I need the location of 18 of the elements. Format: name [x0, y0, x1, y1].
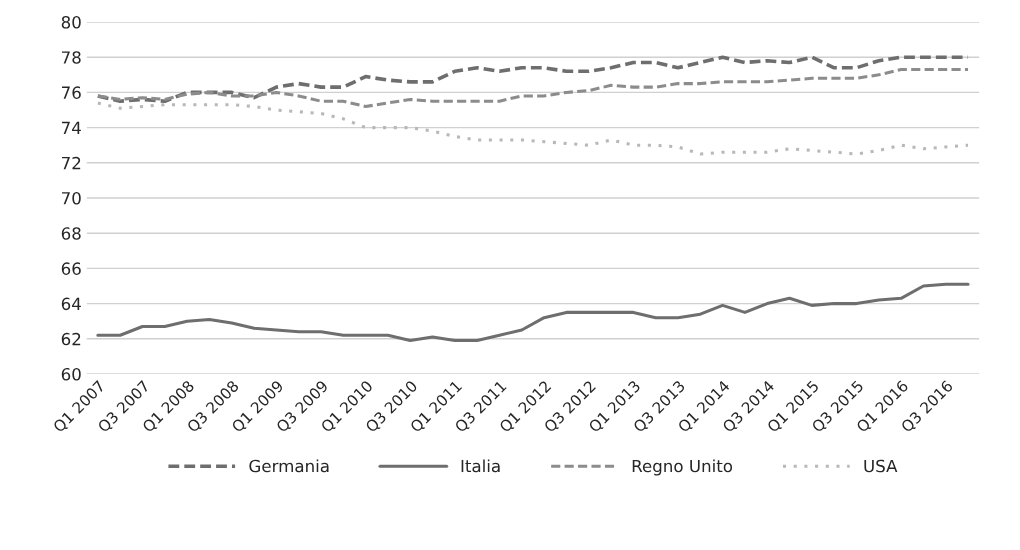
y-tick-label: 60 — [61, 367, 81, 381]
y-tick-label: 74 — [62, 121, 81, 134]
y-tick-label: 68 — [61, 227, 81, 240]
y-tick-label: 70 — [62, 191, 81, 205]
legend-label: Italia — [461, 459, 500, 473]
y-tick-label: 78 — [62, 51, 81, 64]
y-tick-label: 72 — [62, 156, 81, 170]
y-tick-label: 62 — [61, 332, 81, 346]
line-series — [96, 67, 970, 109]
legend-label: Germania — [249, 459, 329, 473]
legend-label: Regno Unito — [632, 459, 733, 476]
line-series — [96, 282, 970, 343]
y-tick-label: 64 — [61, 297, 81, 311]
line-series — [96, 101, 970, 156]
y-tick-label: 76 — [62, 86, 81, 99]
y-tick-label: 66 — [61, 262, 81, 275]
legend-label: USA — [864, 459, 898, 473]
y-tick-label: 80 — [61, 15, 81, 29]
